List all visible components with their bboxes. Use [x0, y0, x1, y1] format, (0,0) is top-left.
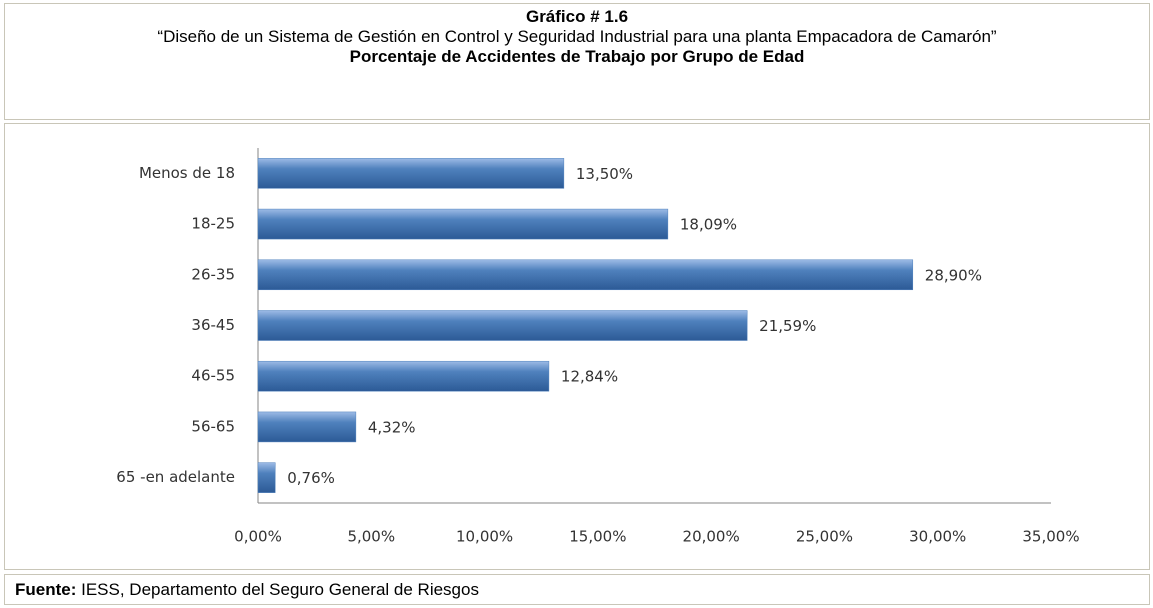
x-tick-label: 25,00% [796, 528, 853, 546]
value-label: 0,76% [287, 469, 335, 487]
footer: Fuente: IESS, Departamento del Seguro Ge… [4, 574, 1150, 605]
source: IESS, Departamento del Seguro General de… [81, 580, 479, 599]
x-tick-label: 35,00% [1022, 528, 1079, 546]
bar [257, 158, 565, 189]
x-tick-label: 0,00% [234, 528, 282, 546]
y-tick-label: 65 -en adelante [116, 468, 235, 486]
value-label: 4,32% [368, 418, 416, 436]
y-tick-label: 56-65 [191, 417, 235, 435]
chart-number: Gráfico # 1.6 [525, 7, 629, 26]
y-tick-label: 26-35 [191, 265, 235, 283]
chart-frame [4, 123, 1150, 570]
x-tick-label: 15,00% [569, 528, 626, 546]
value-label: 21,59% [759, 317, 816, 335]
y-tick-label: 18-25 [191, 215, 235, 233]
bar [257, 310, 748, 341]
x-tick-label: 30,00% [909, 528, 966, 546]
source-label: Fuente: [15, 580, 77, 599]
bar [257, 360, 550, 392]
y-tick-label: 36-45 [191, 316, 235, 334]
bar [257, 208, 669, 240]
y-tick-label: Menos de 18 [139, 164, 235, 182]
chart-title: Porcentaje de Accidentes de Trabajo por … [349, 47, 805, 66]
value-label: 13,50% [576, 165, 633, 183]
x-tick-label: 10,00% [456, 528, 513, 546]
value-label: 28,90% [925, 266, 982, 284]
chart-subtitle: “Diseño de un Sistema de Gestión en Cont… [157, 27, 997, 46]
value-label: 12,84% [561, 368, 618, 386]
header: Gráfico # 1.6 “Diseño de un Sistema de G… [4, 3, 1150, 120]
x-tick-label: 20,00% [683, 528, 740, 546]
bar [257, 411, 357, 443]
bar [257, 462, 276, 493]
x-tick-label: 5,00% [347, 528, 395, 546]
bar [257, 259, 914, 291]
value-label: 18,09% [680, 216, 737, 234]
y-tick-label: 46-55 [191, 367, 235, 385]
